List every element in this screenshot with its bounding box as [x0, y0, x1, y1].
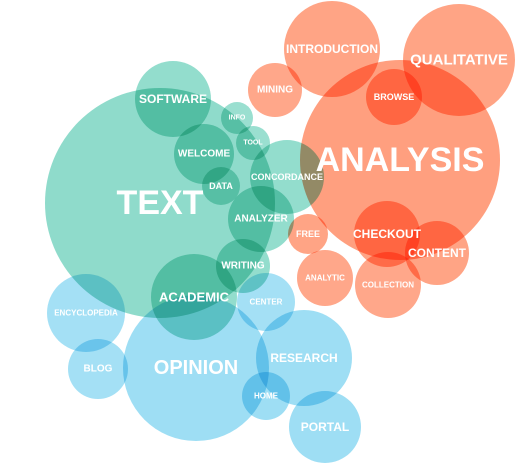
bubble-label-tool: TOOL	[243, 140, 263, 147]
bubble-analyzer	[228, 186, 294, 252]
bubble-label-research: RESEARCH	[270, 351, 337, 365]
bubble-browse	[366, 69, 422, 125]
bubble-label-portal: PORTAL	[301, 420, 349, 434]
bubble-label-analytic: ANALYTIC	[305, 274, 345, 283]
bubble-label-browse: BROWSE	[374, 92, 415, 102]
bubble-label-welcome: WELCOME	[178, 149, 231, 160]
bubble-label-home: HOME	[254, 392, 279, 401]
bubble-label-software: SOFTWARE	[139, 92, 207, 106]
bubble-label-encyclopedia: ENCYCLOPEDIA	[54, 309, 118, 318]
bubble-label-content: CONTENT	[408, 246, 467, 260]
bubble-collection	[355, 252, 421, 318]
bubble-label-checkout: CHECKOUT	[353, 227, 422, 241]
bubble-label-mining: MINING	[257, 85, 293, 96]
bubble-academic	[151, 254, 237, 340]
bubble-qualitative	[403, 4, 515, 116]
bubble-label-center: CENTER	[250, 298, 283, 307]
bubble-label-collection: COLLECTION	[362, 281, 414, 290]
bubble-label-analyzer: ANALYZER	[234, 214, 288, 225]
bubble-label-writing: WRITING	[221, 261, 265, 272]
bubble-encyclopedia	[47, 274, 125, 352]
bubble-label-free: FREE	[296, 229, 320, 239]
bubble-label-concordance: CONCORDANCE	[251, 172, 323, 182]
bubble-layer	[45, 1, 515, 463]
bubble-label-text: TEXT	[117, 184, 204, 222]
bubble-info	[221, 102, 253, 134]
bubble-label-introduction: INTRODUCTION	[286, 42, 378, 56]
bubble-analytic	[297, 250, 353, 306]
bubble-home	[242, 372, 290, 420]
bubble-label-info: INFO	[229, 115, 246, 122]
bubble-label-analysis: ANALYSIS	[316, 141, 485, 179]
bubble-label-opinion: OPINION	[154, 357, 238, 379]
bubble-data	[202, 167, 240, 205]
bubble-content	[405, 221, 469, 285]
bubble-free	[288, 214, 328, 254]
bubble-opinion	[123, 295, 269, 441]
bubble-label-data: DATA	[209, 181, 233, 191]
bubble-mining	[248, 63, 302, 117]
bubble-label-academic: ACADEMIC	[159, 290, 230, 305]
bubble-label-qualitative: QUALITATIVE	[410, 52, 508, 69]
bubble-checkout	[354, 201, 420, 267]
bubble-label-blog: BLOG	[84, 364, 113, 375]
bubble-software	[135, 61, 211, 137]
bubble-portal	[289, 391, 361, 463]
bubble-blog	[68, 339, 128, 399]
bubble-introduction	[284, 1, 380, 97]
label-layer: TEXT ANALYSIS OPINION QUALITATIVE INTRODUCTI…	[54, 42, 508, 434]
